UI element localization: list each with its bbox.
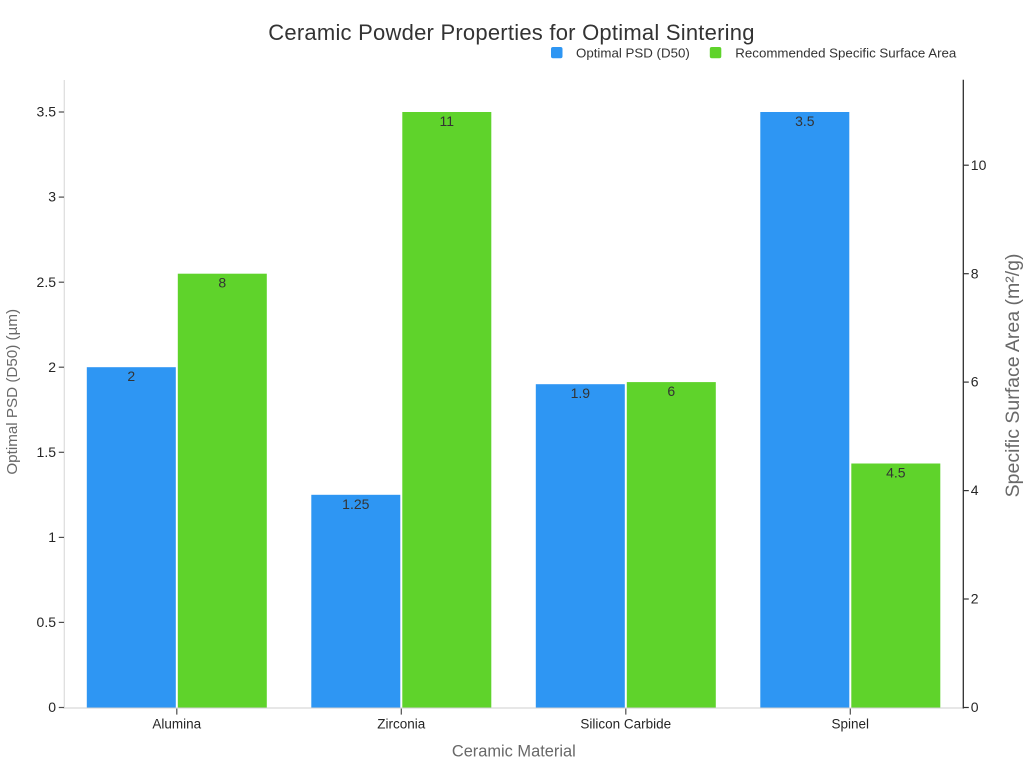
svg-text:0: 0 (971, 699, 979, 715)
svg-text:Alumina: Alumina (152, 717, 201, 732)
svg-text:0.5: 0.5 (37, 614, 57, 630)
svg-text:4.5: 4.5 (886, 465, 906, 481)
svg-text:3.5: 3.5 (37, 104, 57, 120)
svg-text:6: 6 (667, 383, 675, 399)
svg-text:11: 11 (440, 113, 455, 129)
svg-text:8: 8 (218, 275, 226, 291)
svg-text:Silicon Carbide: Silicon Carbide (580, 717, 671, 732)
svg-text:10: 10 (971, 157, 987, 173)
svg-text:8: 8 (971, 265, 979, 281)
svg-text:Optimal PSD (D50): Optimal PSD (D50) (576, 45, 690, 60)
svg-text:3.5: 3.5 (795, 113, 815, 129)
svg-text:1: 1 (48, 529, 56, 545)
svg-text:1.25: 1.25 (342, 496, 369, 512)
svg-text:Optimal PSD (D50) (µm): Optimal PSD (D50) (µm) (4, 309, 21, 475)
svg-text:1.5: 1.5 (37, 444, 57, 460)
svg-text:Specific Surface Area (m²/g): Specific Surface Area (m²/g) (1002, 253, 1024, 497)
svg-text:Recommended Specific Surface A: Recommended Specific Surface Area (735, 45, 957, 60)
svg-text:4: 4 (971, 482, 979, 498)
svg-text:2: 2 (127, 368, 135, 384)
svg-text:Ceramic Material: Ceramic Material (452, 743, 576, 761)
svg-text:2: 2 (971, 591, 979, 607)
svg-text:2.5: 2.5 (37, 274, 57, 290)
svg-text:Zirconia: Zirconia (377, 717, 426, 732)
svg-text:2: 2 (48, 359, 56, 375)
svg-text:3: 3 (48, 189, 56, 205)
svg-text:Ceramic Powder Properties for: Ceramic Powder Properties for Optimal Si… (268, 20, 754, 45)
svg-text:6: 6 (971, 374, 979, 390)
svg-text:1.9: 1.9 (571, 385, 591, 401)
svg-text:0: 0 (48, 699, 56, 715)
svg-text:Spinel: Spinel (832, 717, 870, 732)
